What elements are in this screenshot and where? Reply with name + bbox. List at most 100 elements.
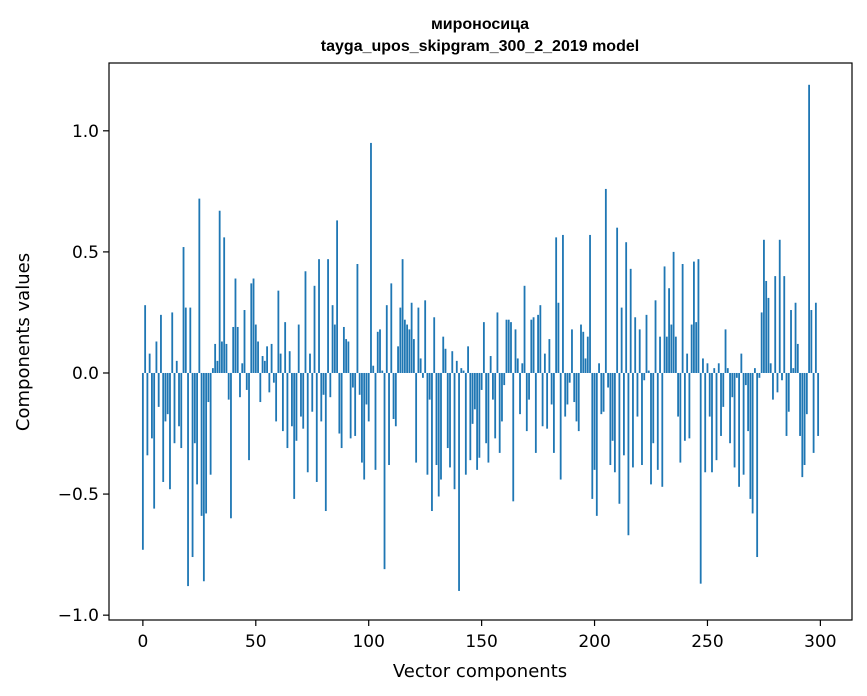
bar [446, 372, 449, 449]
y-tick-label: −0.5 [58, 485, 99, 505]
bar [295, 372, 298, 441]
bar [760, 312, 763, 373]
bar [539, 305, 542, 373]
bar [291, 372, 293, 427]
bar [704, 372, 707, 473]
bar [729, 372, 731, 444]
bar [767, 297, 770, 373]
bar [577, 372, 580, 432]
bar [593, 372, 596, 470]
bar [571, 329, 573, 373]
bar [627, 372, 630, 536]
bar [241, 363, 244, 373]
bar [557, 302, 560, 373]
bar [444, 348, 447, 373]
bar [144, 305, 147, 373]
bar [774, 276, 777, 373]
bar [406, 324, 409, 373]
bar [155, 341, 158, 373]
bar [363, 372, 366, 480]
bar [333, 324, 336, 373]
bar [720, 372, 722, 436]
bar [659, 336, 661, 373]
bar [604, 188, 607, 373]
bar [618, 372, 621, 504]
bar [625, 242, 628, 373]
bar [523, 285, 526, 373]
bar [476, 372, 479, 470]
bar [381, 370, 384, 373]
bar [467, 346, 469, 373]
bar [415, 372, 418, 463]
bar [711, 372, 713, 473]
bar [781, 372, 783, 381]
bar [496, 312, 499, 373]
bar [681, 264, 684, 373]
bar [537, 314, 539, 373]
bar [663, 266, 666, 373]
bar [245, 372, 248, 390]
bar [751, 372, 754, 514]
bar [340, 372, 343, 449]
bar [794, 302, 797, 373]
bar [796, 343, 799, 373]
bar [318, 259, 320, 373]
bar [437, 372, 440, 497]
bar [383, 372, 386, 570]
bar [645, 314, 648, 373]
bar [514, 329, 517, 373]
bar [408, 329, 411, 373]
bar [281, 372, 284, 432]
bar [379, 329, 381, 373]
bar [783, 276, 786, 373]
y-tick-label: 1.0 [72, 122, 99, 142]
bar [193, 372, 196, 444]
bar [428, 372, 431, 400]
bar [225, 343, 228, 373]
bar [656, 372, 659, 470]
bar [699, 372, 702, 584]
y-tick-label: 0.5 [72, 243, 99, 263]
bar [313, 285, 316, 373]
bar [270, 343, 273, 373]
bar [173, 372, 176, 444]
bar [589, 234, 591, 373]
bar [182, 247, 185, 373]
bar [575, 372, 578, 422]
bar [695, 322, 698, 373]
bar [209, 372, 212, 475]
bar [790, 310, 792, 373]
bar [487, 372, 490, 463]
bar [519, 372, 521, 415]
x-tick-label: 150 [465, 632, 497, 652]
bar [744, 372, 747, 386]
bar [248, 372, 250, 461]
bar [677, 372, 680, 417]
bar [232, 326, 235, 373]
bar [304, 271, 307, 373]
bar [349, 372, 352, 439]
x-tick-label: 100 [352, 632, 384, 652]
bar [184, 307, 187, 373]
bar [431, 372, 433, 512]
bar [234, 278, 237, 373]
bar [480, 372, 483, 390]
bar [451, 351, 454, 373]
bar [460, 368, 463, 373]
bar [412, 339, 415, 373]
bar [385, 305, 388, 373]
bar [501, 372, 503, 422]
bar [202, 372, 205, 582]
bar [458, 372, 460, 591]
bar [634, 317, 637, 373]
bar [595, 372, 598, 516]
bar [200, 372, 203, 516]
bar [279, 353, 282, 373]
bar [309, 353, 311, 373]
bar [814, 302, 817, 373]
bar [584, 358, 587, 373]
bar [753, 368, 756, 373]
bar [288, 351, 291, 373]
bar [611, 372, 614, 441]
bar [591, 372, 594, 499]
